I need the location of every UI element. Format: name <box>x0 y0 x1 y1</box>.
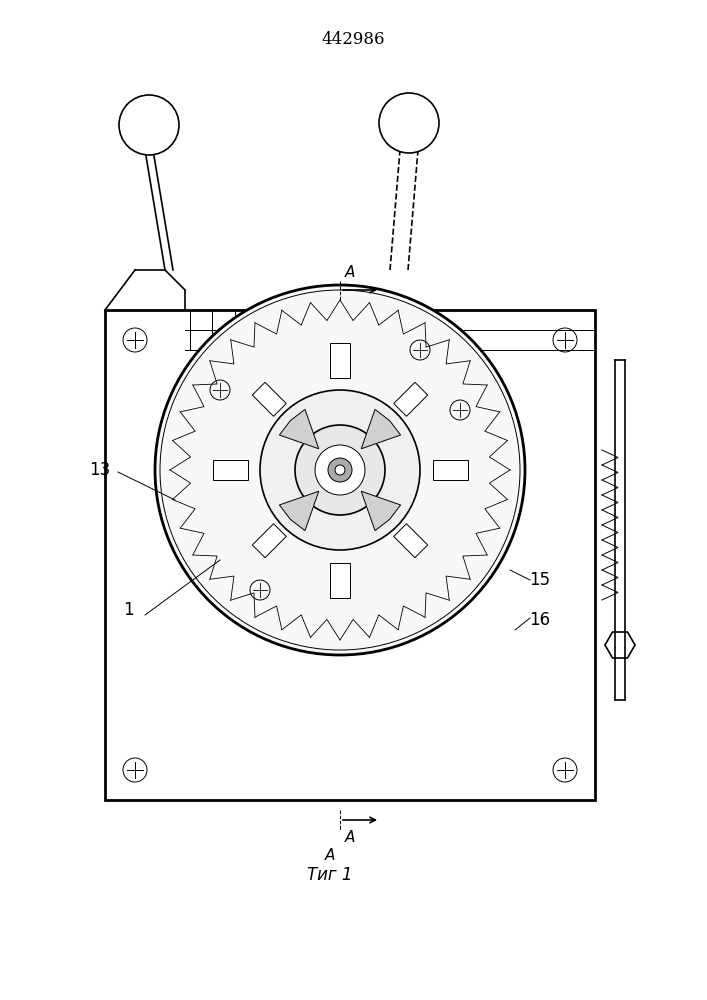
Circle shape <box>155 285 525 655</box>
Text: 442986: 442986 <box>321 31 385 48</box>
Bar <box>252 382 286 416</box>
Circle shape <box>260 390 420 550</box>
Polygon shape <box>279 409 319 449</box>
Bar <box>252 524 286 558</box>
Text: A: A <box>345 830 355 845</box>
Text: 15: 15 <box>530 571 551 589</box>
Bar <box>213 460 247 480</box>
Text: 13: 13 <box>89 461 110 479</box>
Text: 16: 16 <box>530 611 551 629</box>
Polygon shape <box>361 491 401 531</box>
Text: 1: 1 <box>123 601 134 619</box>
Circle shape <box>315 445 365 495</box>
Bar <box>105 310 595 800</box>
Circle shape <box>119 95 179 155</box>
Bar <box>394 382 428 416</box>
Circle shape <box>295 425 385 515</box>
Polygon shape <box>361 409 401 449</box>
Bar <box>330 562 350 598</box>
Text: A: A <box>325 848 335 862</box>
Polygon shape <box>279 491 319 531</box>
Circle shape <box>379 93 439 153</box>
Circle shape <box>328 458 352 482</box>
Circle shape <box>335 465 345 475</box>
Bar <box>394 524 428 558</box>
Bar <box>330 342 350 377</box>
Text: A: A <box>345 265 355 280</box>
Text: Τиг 1: Τиг 1 <box>308 866 353 884</box>
Bar <box>433 460 467 480</box>
